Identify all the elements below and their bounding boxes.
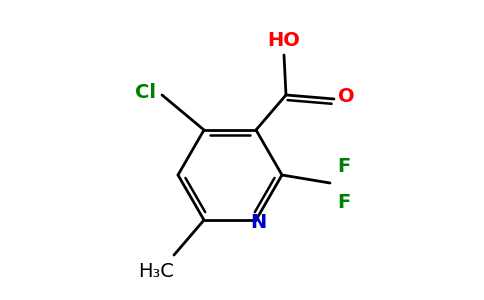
Text: N: N (250, 212, 266, 232)
Text: Cl: Cl (136, 83, 156, 103)
Text: F: F (337, 194, 350, 212)
Text: HO: HO (268, 32, 301, 50)
Text: O: O (338, 88, 354, 106)
Text: F: F (337, 158, 350, 176)
Text: H₃C: H₃C (138, 262, 174, 281)
